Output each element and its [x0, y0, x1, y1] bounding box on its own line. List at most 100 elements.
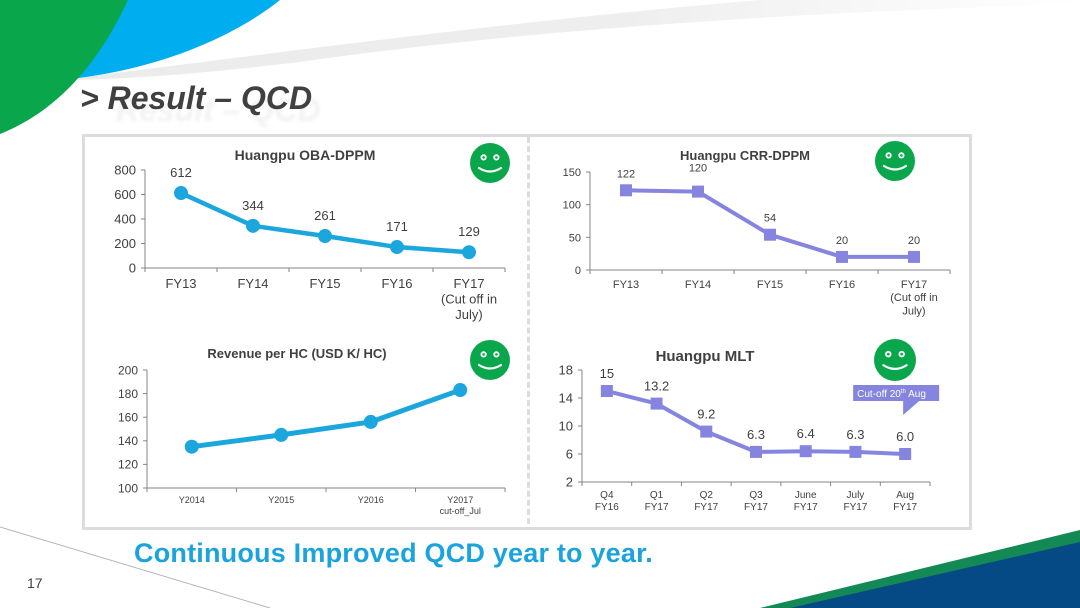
data-label: 120: [689, 163, 707, 175]
data-point: [799, 445, 812, 458]
y-tick-label: 0: [129, 261, 136, 276]
x-tick-label-line: FY16: [381, 276, 412, 291]
series-line: [191, 387, 462, 450]
x-tick-label-line: FY16: [829, 279, 855, 291]
slide-title-reflection: Result – QCD: [116, 92, 321, 128]
y-tick-label: 140: [118, 434, 138, 448]
x-tick-label: FY13: [613, 279, 639, 291]
data-point: [462, 245, 476, 260]
smiley-face: [470, 143, 510, 183]
slide-title: > Result – QCD: [80, 80, 313, 116]
data-label: 344: [242, 198, 264, 213]
x-tick-label: Q4 FY16: [595, 490, 619, 513]
y-tick-label: 120: [118, 458, 138, 472]
data-label: 9.2: [697, 407, 715, 422]
y-tick-label: 200: [114, 236, 136, 251]
callout-text-sup: th: [901, 389, 906, 395]
smiley-eye-right: [898, 350, 905, 358]
smiley-face-icon: [470, 340, 510, 380]
data-point: [750, 445, 762, 458]
data-label: 20: [836, 235, 848, 247]
smiley-face: [470, 340, 510, 380]
x-tick-label-line: FY17: [794, 502, 818, 513]
x-tick-label-line: FY16: [595, 502, 619, 513]
data-point: [764, 228, 776, 241]
gray-swoosh: [60, 0, 1080, 80]
y-tick-label: 0: [575, 265, 581, 277]
x-tick-label-line: June: [795, 490, 817, 501]
x-tick-label-line: Aug: [896, 490, 914, 501]
x-tick-label: July FY17: [843, 490, 867, 513]
data-point: [274, 427, 289, 442]
panel-divider: [527, 137, 530, 524]
x-tick-label: FY15: [757, 279, 783, 291]
smiley-face-icon: [875, 141, 915, 181]
x-tick-label: FY14: [237, 276, 268, 291]
smiley-face: [874, 339, 916, 381]
y-tick-label: 100: [563, 200, 581, 212]
x-tick-label-line: FY15: [757, 279, 783, 291]
page-number: 17: [27, 575, 43, 591]
data-point: [692, 185, 704, 198]
x-tick-label-line: Q2: [700, 490, 714, 501]
data-label: 6.3: [747, 427, 765, 442]
data-point: [600, 385, 613, 397]
x-tick-label-line: FY17: [843, 502, 867, 513]
data-point: [899, 448, 912, 460]
data-point: [174, 186, 188, 201]
y-tick-label: 200: [118, 363, 138, 377]
y-tick-label: 800: [114, 163, 136, 178]
smiley-eye-right: [493, 154, 500, 161]
smiley-mouth: [477, 363, 503, 370]
callout-text-main: Cut-off 20: [857, 389, 901, 400]
smiley-face: [875, 141, 915, 181]
chart-mlt: Huangpu MLT 2 6 10 14 18 Q4 FY16 Q1 FY17 Q2 FY17 Q3 F…: [530, 335, 966, 523]
x-tick-label-line: July): [902, 305, 925, 317]
cutoff-callout: Cut-off 20th Aug: [853, 385, 940, 415]
smiley-mouth: [882, 364, 908, 371]
chart-title: Huangpu MLT: [656, 348, 755, 365]
navy-corner: [790, 542, 1080, 608]
x-tick-label: FY16: [381, 276, 412, 291]
x-tick-label: Y2015: [268, 495, 294, 505]
chart-crr-dppm: Huangpu CRR-DPPM 0 50 100 150 FY13 FY14 FY15 FY1…: [530, 137, 966, 327]
smiley-face-icon: [874, 339, 916, 381]
x-tick-label: FY16: [829, 279, 855, 291]
chart-title: Revenue per HC (USD K/ HC): [207, 346, 386, 361]
x-tick-label: FY17 (Cut off in July): [890, 279, 938, 317]
footer-message: Continuous Improved QCD year to year.: [134, 538, 654, 568]
data-label: 612: [170, 165, 192, 180]
x-tick-label-line: Y2016: [358, 495, 384, 505]
x-tick-label-line: (Cut off in: [441, 292, 497, 307]
x-tick-label-line: FY17: [744, 502, 768, 513]
x-tick-label-line: (Cut off in: [890, 292, 938, 304]
y-tick-label: 160: [118, 411, 138, 425]
data-point: [620, 184, 632, 197]
diagonal-line: [0, 526, 271, 608]
smiley-eye-left: [480, 351, 487, 358]
data-point: [908, 250, 920, 263]
x-tick-label-line: Y2014: [179, 495, 205, 505]
data-point: [700, 425, 713, 438]
x-tick-label-line: FY17: [901, 279, 927, 291]
data-label: 54: [764, 213, 776, 225]
callout-text-suffix: Aug: [906, 389, 926, 400]
chart-title: Huangpu CRR-DPPM: [680, 148, 810, 163]
smiley-eye-left: [885, 152, 892, 159]
smiley-eye-right: [493, 351, 500, 358]
data-point: [849, 445, 862, 458]
x-tick-label-line: July: [847, 490, 865, 501]
x-tick-label: Y2017 cut-off_Jul: [440, 495, 481, 516]
x-tick-label-line: FY17: [694, 502, 718, 513]
x-tick-label-line: July): [455, 307, 482, 322]
smiley-face-icon: [470, 143, 510, 183]
y-tick-label: 14: [559, 391, 573, 406]
smiley-eye-left: [885, 350, 892, 358]
x-tick-label: Q2 FY17: [694, 490, 718, 513]
x-tick-label: Y2014: [179, 495, 205, 505]
data-point: [246, 218, 260, 233]
x-tick-label: FY13: [165, 276, 196, 291]
green-swoosh: [0, 0, 128, 134]
